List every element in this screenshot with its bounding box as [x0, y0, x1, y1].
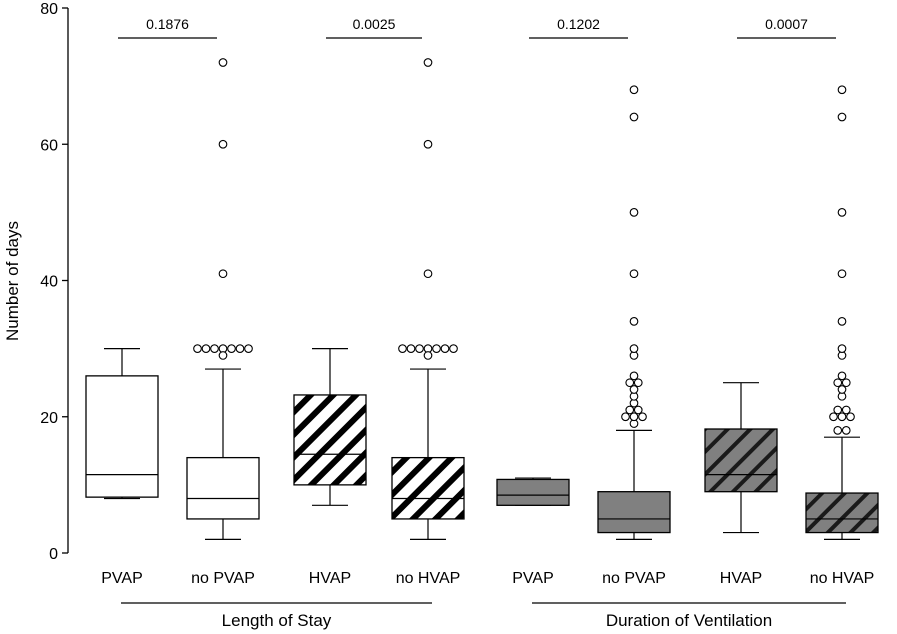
outlier-point — [625, 405, 635, 415]
outlier-point — [837, 344, 847, 353]
category-label: no PVAP — [191, 570, 255, 587]
y-tick-label: 0 — [49, 546, 58, 563]
outlier-point — [625, 378, 635, 388]
y-tick-label: 80 — [40, 1, 58, 18]
category-label: no PVAP — [602, 570, 666, 587]
category-label: no HVAP — [810, 570, 875, 587]
outlier-point — [449, 344, 458, 353]
outlier-point — [210, 344, 219, 353]
outlier-point — [440, 344, 450, 353]
outlier-point — [633, 405, 643, 415]
outlier-point — [218, 351, 228, 360]
outlier-point — [629, 208, 639, 217]
outlier-point — [837, 412, 847, 422]
outlier-point — [201, 344, 211, 353]
outlier-point — [218, 269, 228, 279]
iqr-box — [597, 491, 671, 534]
category-label: no HVAP — [396, 570, 461, 587]
category-label: HVAP — [720, 570, 762, 587]
outlier-point — [833, 426, 843, 435]
outlier-point — [193, 344, 202, 353]
box-plot-2 — [186, 58, 260, 540]
category-label: PVAP — [101, 570, 143, 587]
outlier-point — [415, 344, 424, 353]
iqr-box — [805, 492, 879, 534]
outlier-point — [398, 344, 407, 353]
y-tick-label: 20 — [40, 410, 58, 427]
outlier-point — [423, 351, 433, 360]
p-value-label: 0.1876 — [146, 16, 189, 32]
outlier-point — [837, 317, 847, 326]
outlier-point — [841, 426, 851, 435]
box-plot-4 — [391, 58, 465, 540]
outlier-point — [423, 139, 433, 149]
outlier-point — [629, 269, 639, 279]
iqr-box — [704, 428, 778, 493]
box-plot-5 — [496, 477, 570, 506]
category-label: PVAP — [512, 570, 554, 587]
iqr-box — [293, 394, 367, 486]
outlier-point — [629, 371, 639, 381]
group-label: Length of Stay — [222, 611, 332, 630]
outlier-point — [629, 85, 639, 95]
box-plot-7 — [704, 382, 778, 534]
outlier-point — [629, 317, 639, 326]
outlier-point — [629, 344, 639, 353]
box-plot-1 — [85, 348, 159, 500]
outlier-point — [837, 385, 847, 394]
outlier-point — [423, 58, 433, 67]
outlier-point — [227, 344, 236, 353]
outlier-point — [833, 378, 843, 388]
p-value-label: 0.1202 — [557, 16, 600, 32]
outlier-point — [633, 378, 643, 388]
outlier-point — [638, 412, 647, 422]
outlier-point — [841, 378, 851, 388]
iqr-box — [186, 456, 260, 520]
iqr-box — [496, 478, 570, 506]
outlier-point — [423, 269, 433, 279]
outlier-point — [629, 412, 639, 422]
iqr-box — [85, 375, 159, 498]
group-label: Duration of Ventilation — [606, 611, 772, 630]
box-plot-3 — [293, 348, 367, 506]
outlier-point — [218, 139, 228, 149]
outlier-point — [837, 112, 847, 122]
outlier-point — [629, 112, 639, 122]
outlier-point — [621, 412, 630, 422]
box-plot-8 — [805, 85, 879, 540]
p-value-label: 0.0007 — [765, 16, 808, 32]
y-tick-label: 60 — [40, 137, 58, 154]
y-axis-label: Number of days — [3, 221, 22, 341]
outlier-point — [235, 344, 245, 353]
category-label: HVAP — [309, 570, 351, 587]
outlier-point — [837, 85, 847, 95]
box-plot-6 — [597, 85, 671, 540]
outlier-point — [833, 405, 843, 415]
outlier-point — [829, 412, 838, 422]
outlier-point — [837, 269, 847, 279]
outlier-point — [841, 405, 851, 415]
outlier-point — [244, 344, 253, 353]
iqr-box — [391, 456, 465, 520]
outlier-point — [432, 344, 441, 353]
outlier-point — [218, 58, 228, 67]
outlier-point — [629, 385, 639, 394]
outlier-point — [846, 412, 855, 422]
y-tick-label: 40 — [40, 274, 58, 291]
p-value-label: 0.0025 — [353, 16, 396, 32]
outlier-point — [837, 208, 847, 217]
outlier-point — [837, 371, 847, 381]
outlier-point — [406, 344, 416, 353]
